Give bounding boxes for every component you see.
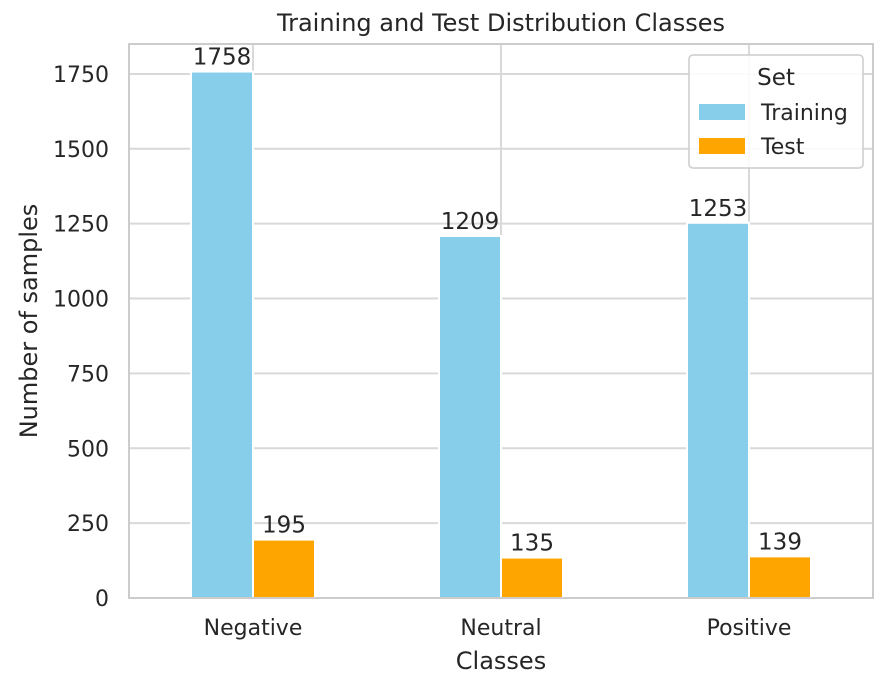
y-tick-label: 1000 — [53, 288, 109, 313]
legend-title: Set — [757, 65, 795, 91]
y-tick-label: 500 — [67, 437, 109, 462]
y-tick-labels: 0 250 500 750 1000 1250 1500 1750 — [53, 63, 109, 612]
x-tick-label: Neutral — [460, 616, 541, 641]
data-label: 195 — [262, 513, 306, 539]
data-label: 1758 — [193, 45, 252, 71]
y-tick-label: 250 — [67, 512, 109, 537]
y-tick-label: 1750 — [53, 63, 109, 88]
bar-test-neutral — [500, 556, 564, 600]
x-tick-label: Negative — [204, 616, 303, 641]
chart-title: Training and Test Distribution Classes — [276, 9, 725, 37]
bar-test-negative — [252, 538, 316, 600]
x-tick-labels: Negative Neutral Positive — [204, 616, 792, 641]
plot-frame — [128, 43, 874, 599]
legend: Set Training Test — [688, 54, 864, 169]
data-label: 1253 — [689, 196, 748, 222]
data-labels: 1758 1209 1253 195 135 139 — [193, 45, 802, 557]
data-label: 135 — [510, 531, 554, 557]
legend-swatch — [699, 138, 745, 154]
bar-training-negative — [190, 70, 254, 599]
y-tick-label: 1500 — [53, 138, 109, 163]
bar-training-positive — [686, 221, 750, 600]
data-label: 1209 — [441, 209, 500, 235]
y-tick-label: 750 — [67, 362, 109, 387]
x-axis-label: Classes — [456, 647, 546, 675]
legend-item-label: Test — [760, 135, 805, 160]
y-axis-label: Number of samples — [15, 204, 43, 439]
bar-training-neutral — [438, 234, 502, 599]
bars — [190, 70, 812, 600]
legend-item-label: Training — [760, 101, 848, 126]
y-tick-label: 1250 — [53, 213, 109, 238]
x-tick-label: Positive — [707, 616, 792, 641]
data-label: 139 — [758, 529, 802, 555]
bar-test-positive — [748, 555, 812, 599]
y-tick-label: 0 — [95, 587, 109, 612]
legend-swatch — [699, 104, 745, 120]
